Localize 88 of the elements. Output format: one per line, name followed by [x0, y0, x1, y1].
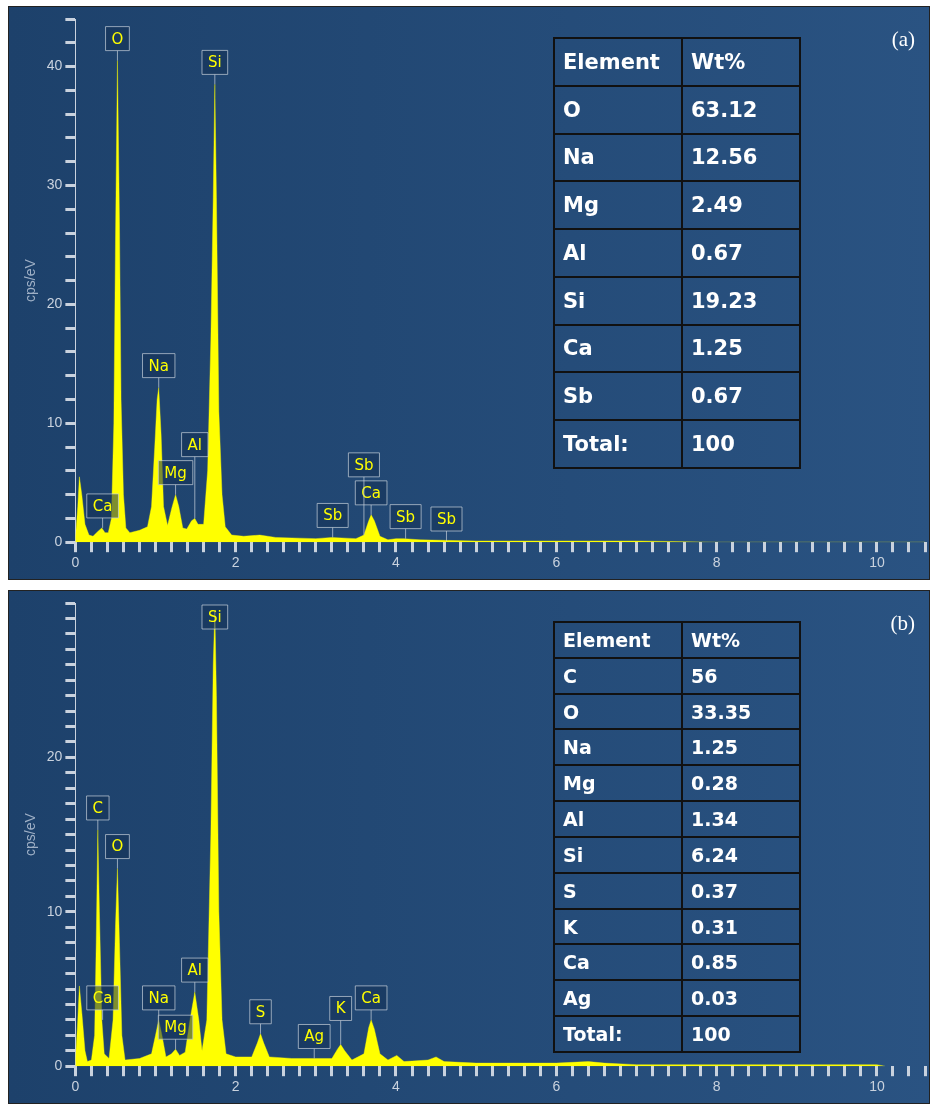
x-tick-label: 10	[869, 1078, 885, 1095]
annotation: 56	[682, 657, 800, 694]
y-tick-label: 10	[46, 902, 63, 919]
annotation: Ca	[92, 988, 113, 1007]
annotation: C	[92, 798, 104, 817]
annotation: Sb	[554, 372, 682, 421]
annotation: O	[111, 29, 124, 48]
x-tick-label: 4	[392, 1078, 401, 1095]
annotation: 0.85	[682, 944, 800, 981]
x-tick-label: 2	[231, 1078, 240, 1095]
annotation: K	[335, 999, 347, 1018]
annotation: S	[255, 1002, 266, 1021]
y-tick-label: 30	[46, 176, 63, 193]
annotation: Element	[554, 622, 682, 658]
annotation: Ca	[92, 496, 113, 515]
annotation: Si	[207, 607, 222, 626]
annotation: Ca	[361, 988, 381, 1007]
annotation: Al	[554, 229, 682, 277]
annotation: 0.03	[682, 980, 800, 1017]
annotation: Sb	[396, 507, 416, 526]
x-tick-label: 6	[552, 554, 561, 571]
annotation: 100	[682, 420, 800, 468]
annotation: O	[554, 693, 682, 730]
annotation: Al	[187, 960, 203, 979]
x-tick-label: 0	[71, 554, 80, 571]
x-tick-label: 4	[392, 554, 401, 571]
annotation: 63.12	[682, 85, 800, 134]
annotation: Element	[554, 38, 682, 86]
y-tick-label: 0	[54, 533, 63, 550]
annotation: Ca	[554, 324, 682, 373]
annotation: Wt%	[682, 38, 800, 86]
annotation: Ag	[304, 1027, 325, 1046]
y-tick-label: 0	[54, 1057, 63, 1074]
x-tick-label: 6	[552, 1078, 561, 1095]
annotation: Na	[554, 729, 682, 766]
y-axis-title: cps/eV	[22, 812, 39, 857]
x-tick-label: 8	[712, 1078, 721, 1095]
annotation: Si	[554, 836, 682, 873]
annotation: Si	[207, 53, 222, 72]
annotation: Mg	[554, 765, 682, 802]
annotation: Ag	[554, 980, 682, 1017]
annotation: Mg	[554, 181, 682, 230]
annotation: O	[111, 837, 124, 856]
annotation: Total:	[554, 420, 682, 468]
annotation: 0.67	[682, 372, 800, 421]
annotation: Ca	[361, 483, 381, 502]
annotation: Na	[148, 356, 169, 375]
annotation: 0.31	[682, 908, 800, 945]
annotation: 1.34	[682, 801, 800, 837]
annotation: Total:	[554, 1016, 682, 1052]
annotation: O	[554, 85, 682, 134]
annotation: Si	[554, 276, 682, 325]
y-tick-label: 40	[46, 57, 63, 74]
annotation: 2.49	[682, 181, 800, 230]
annotation: Sb	[323, 506, 343, 525]
annotation: 12.56	[682, 133, 800, 182]
chart-title: (b)	[890, 611, 915, 636]
annotation: 1.25	[682, 729, 800, 766]
annotation: Mg	[164, 1018, 187, 1037]
annotation: Na	[554, 133, 682, 182]
annotation: Na	[148, 988, 169, 1007]
annotation: Sb	[354, 455, 374, 474]
annotation: K	[554, 908, 682, 945]
y-axis-title: cps/eV	[22, 258, 39, 303]
annotation: C	[554, 657, 682, 694]
annotation: 0.28	[682, 765, 800, 802]
annotation: Al	[187, 435, 203, 454]
annotation: 0.37	[682, 872, 800, 909]
annotation: Ca	[554, 944, 682, 981]
x-tick-label: 10	[869, 554, 885, 571]
annotation: 1.25	[682, 324, 800, 373]
chart-title: (a)	[891, 27, 915, 52]
annotation: Al	[554, 801, 682, 837]
y-tick-label: 20	[46, 748, 63, 765]
annotation: 6.24	[682, 836, 800, 873]
x-tick-label: 0	[71, 1078, 80, 1095]
annotation: 33.35	[682, 693, 800, 730]
annotation: 100	[682, 1016, 800, 1052]
x-tick-label: 2	[231, 554, 240, 571]
annotation: 19.23	[682, 276, 800, 325]
annotation: Wt%	[682, 622, 800, 658]
annotation: Mg	[164, 463, 187, 482]
annotation: Sb	[436, 509, 457, 528]
annotation: 0.67	[682, 229, 800, 277]
y-tick-label: 10	[46, 414, 63, 431]
annotation: S	[554, 872, 682, 909]
y-tick-label: 20	[46, 295, 63, 312]
x-tick-label: 8	[712, 554, 721, 571]
